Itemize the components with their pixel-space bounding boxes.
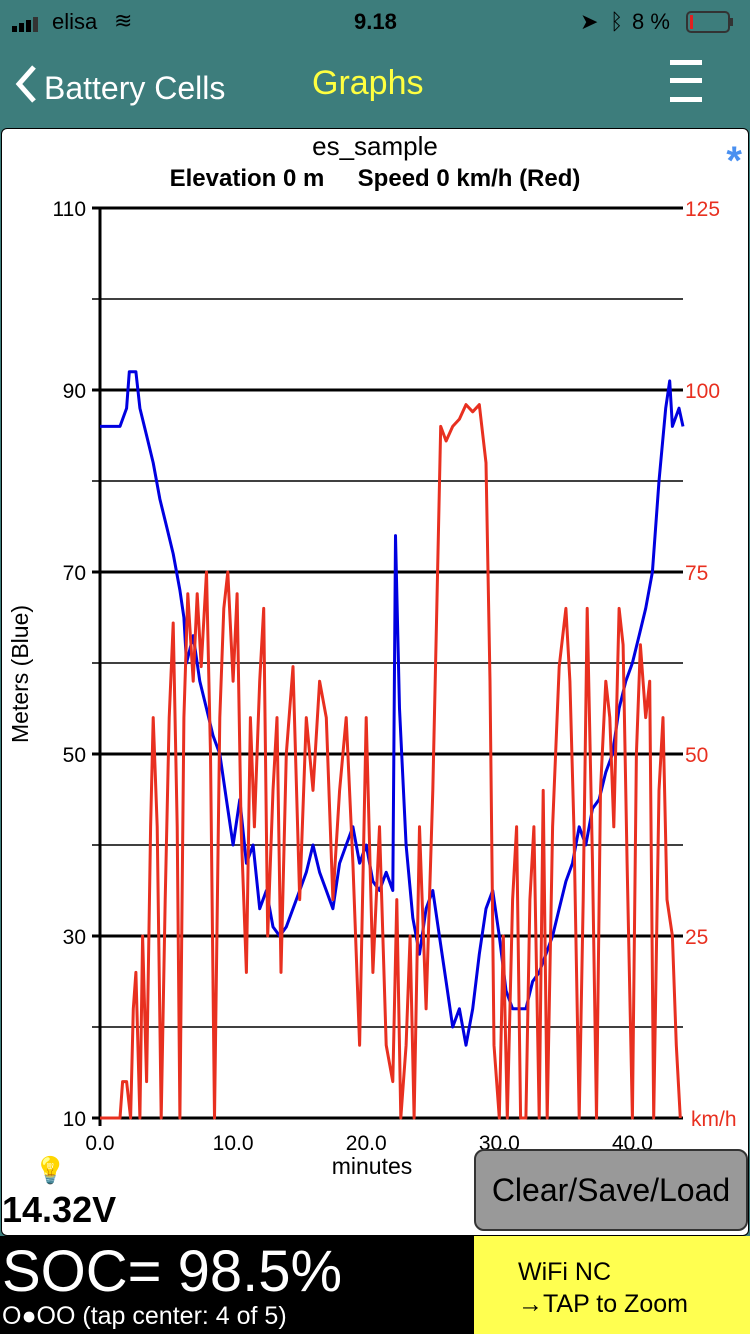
y-axis-label: Meters (Blue)	[7, 605, 33, 743]
graph-card[interactable]: 10 30 50 70 90 110 25 50 75 100 125 km/h 0.0 10.0 20.0…	[1, 128, 749, 1236]
y2-tick-label: 75	[685, 562, 708, 585]
y2-tick-label: 125	[685, 198, 720, 221]
chart-subtitle: Elevation 0 m Speed 0 km/h (Red)	[169, 165, 581, 192]
y2-tick-label: 50	[685, 744, 708, 767]
clock: 9.18	[354, 9, 397, 34]
signal-icon	[12, 12, 48, 38]
tap-to-zoom-label: →TAP to Zoom	[518, 1290, 688, 1318]
x-tick-label: 0.0	[85, 1132, 114, 1155]
chevron-left-icon	[14, 64, 38, 112]
chart-title: es_sample	[312, 131, 438, 161]
wifi-status: WiFi NC	[518, 1258, 612, 1286]
series-line-speed	[100, 403, 682, 1120]
navigation-bar: Battery Cells Graphs	[0, 44, 750, 128]
wifi-icon: ≋	[114, 8, 133, 33]
back-button[interactable]: Battery Cells	[14, 64, 225, 112]
carrier-label: elisa	[52, 9, 98, 34]
clear-save-load-button[interactable]: Clear/Save/Load	[474, 1149, 748, 1231]
y-tick-label: 70	[63, 562, 86, 585]
bluetooth-icon: ᛒ	[610, 9, 624, 34]
x-tick-label: 20.0	[346, 1132, 387, 1155]
y-tick-label: 90	[63, 380, 86, 403]
menu-icon[interactable]	[670, 60, 702, 102]
series-line-elevation	[100, 370, 685, 1047]
bluetooth-asterisk-icon[interactable]: *	[726, 139, 742, 183]
y2-tick-label: 100	[685, 380, 720, 403]
soc-panel[interactable]: SOC= 98.5% O●OO (tap center: 4 of 5)	[0, 1236, 474, 1334]
page-title: Graphs	[312, 64, 424, 102]
battery-percent: 8 %	[632, 9, 670, 34]
chart: 10 30 50 70 90 110 25 50 75 100 125 km/h 0.0 10.0 20.0…	[7, 198, 737, 1179]
back-label: Battery Cells	[44, 69, 226, 106]
battery-icon	[686, 11, 734, 39]
y-tick-label: 10	[63, 1108, 86, 1131]
y2-tick-label: 25	[685, 926, 708, 949]
page-indicator: O●OO (tap center: 4 of 5)	[2, 1302, 287, 1330]
voltage-readout: 14.32V	[2, 1189, 117, 1230]
soc-readout: SOC= 98.5%	[2, 1239, 343, 1304]
y-tick-label: 30	[63, 926, 86, 949]
y-tick-label: 50	[63, 744, 86, 767]
location-icon: ➤	[580, 9, 599, 34]
status-bar: elisa ≋ 9.18 ➤ ᛒ 8 %	[0, 0, 750, 44]
x-tick-label: 10.0	[213, 1132, 254, 1155]
y-tick-label: 110	[53, 198, 86, 221]
x-axis-label: minutes	[332, 1153, 413, 1179]
wifi-zoom-button[interactable]: WiFi NC →TAP to Zoom	[474, 1236, 750, 1334]
lightbulb-icon: 💡	[34, 1155, 67, 1185]
y2-unit-label: km/h	[691, 1108, 737, 1131]
